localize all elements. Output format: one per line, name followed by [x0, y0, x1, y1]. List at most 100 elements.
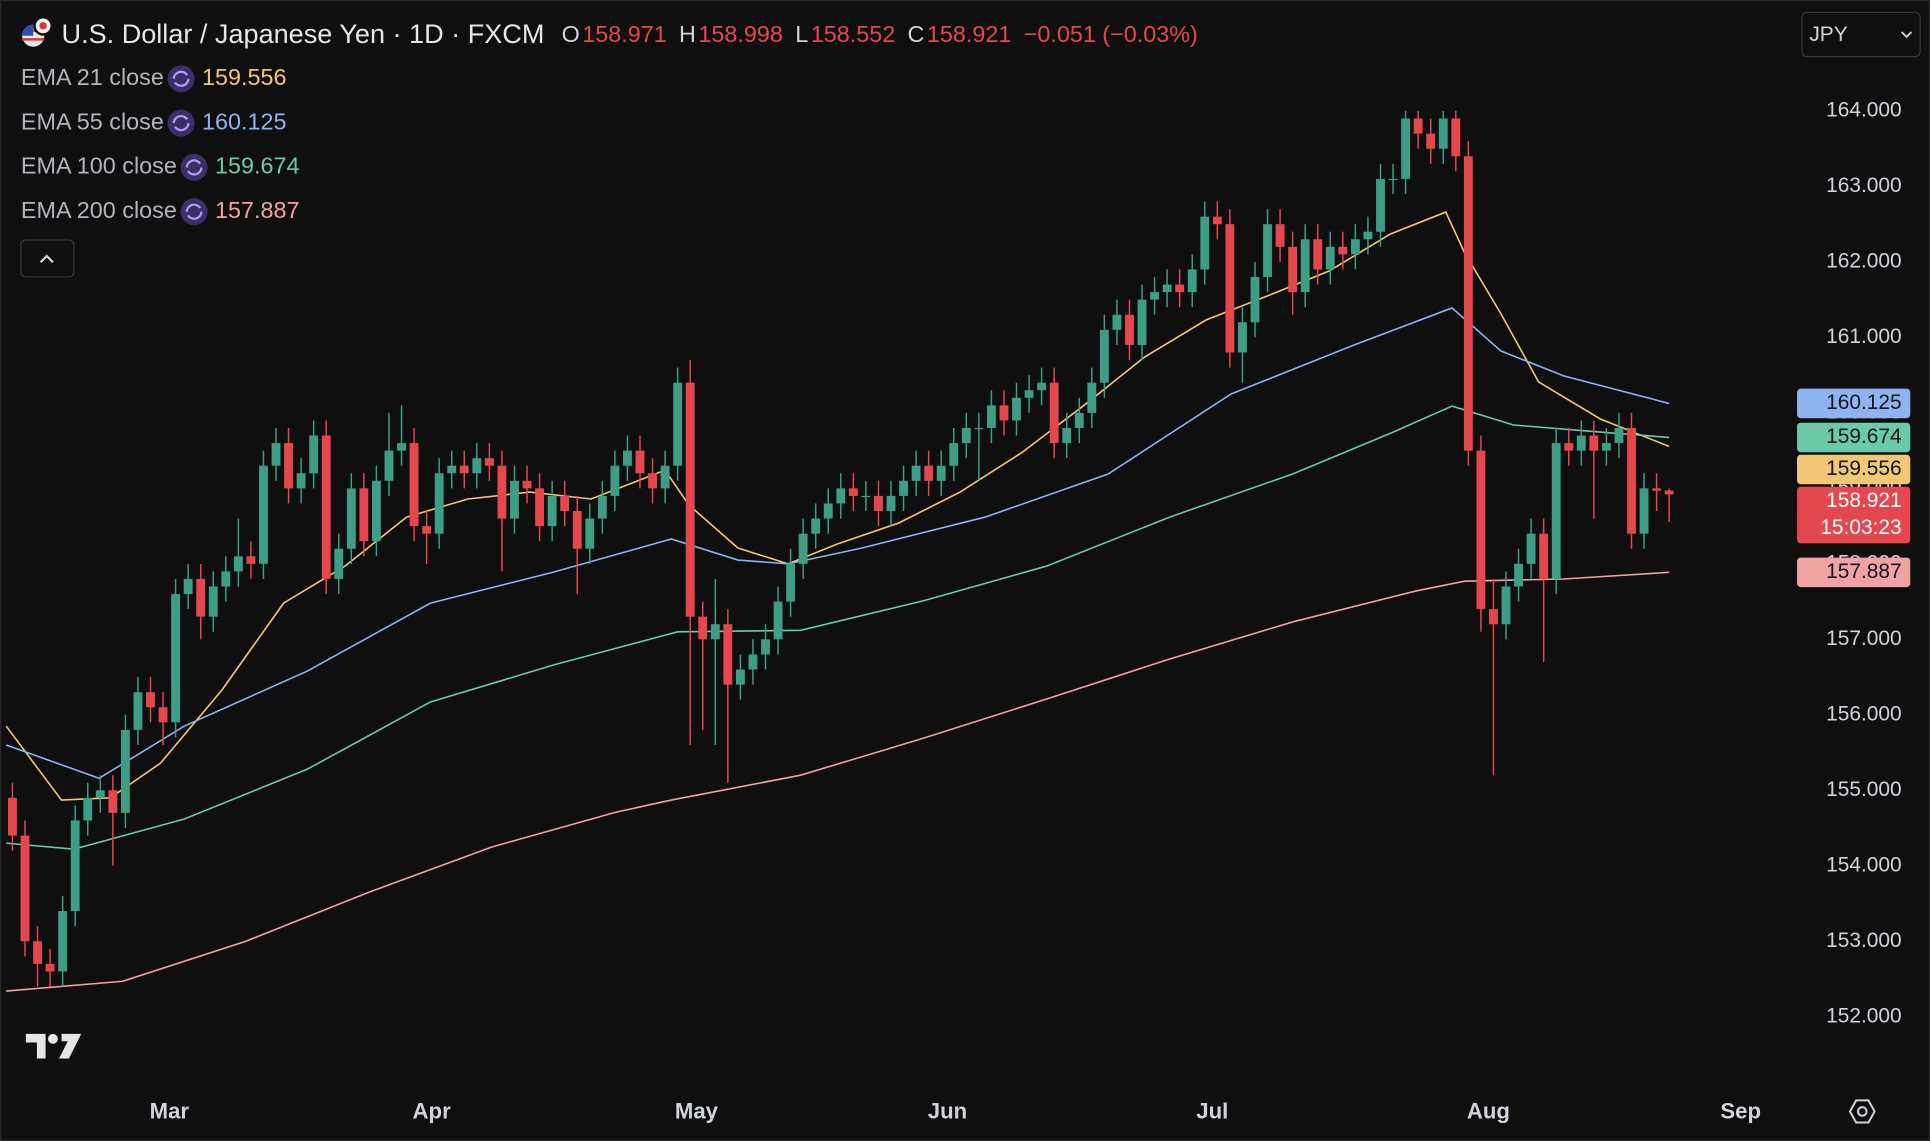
legend-icon: [167, 65, 195, 93]
candle-body: [748, 654, 758, 670]
candle-body: [648, 473, 657, 489]
price-badge: [1797, 422, 1911, 453]
candle-body: [1438, 118, 1448, 149]
candle-body: [660, 465, 670, 489]
candle-body: [1099, 329, 1109, 383]
candle-body: [284, 443, 293, 489]
candle-body: [786, 563, 796, 602]
candle-body: [484, 458, 494, 466]
candle-body: [899, 480, 908, 496]
candle-body: [296, 473, 306, 489]
candle-body: [196, 578, 206, 617]
candle-body: [848, 488, 858, 496]
collapse-button[interactable]: [20, 239, 75, 278]
candle-body: [1589, 435, 1599, 451]
candle-body: [171, 594, 181, 723]
candle-body: [1125, 314, 1134, 345]
candle-body: [1350, 239, 1360, 255]
candle-body: [158, 707, 168, 723]
candle-body: [95, 790, 105, 798]
plot-area: [5, 110, 1674, 992]
candle-body: [1401, 118, 1411, 179]
candle-body: [1162, 284, 1172, 293]
y-tick-label: 154.000: [1826, 853, 1902, 876]
price-badge: [1797, 486, 1911, 544]
candle-body: [1300, 239, 1310, 293]
price-badge: [1797, 388, 1911, 419]
x-tick-label: Aug: [1467, 1099, 1510, 1124]
ohlc-value: 158.921: [927, 21, 1012, 47]
candle-body: [1313, 239, 1323, 270]
ohlc-label: L: [795, 21, 808, 47]
candle-body: [1024, 390, 1034, 398]
currency-selector[interactable]: JPY: [1801, 11, 1921, 58]
y-tick-label: 157.000: [1826, 627, 1902, 650]
candle-body: [522, 480, 532, 489]
candle-body: [146, 692, 155, 708]
candle-body: [83, 797, 93, 821]
candle-body: [472, 458, 482, 474]
candle-body: [1049, 382, 1059, 444]
y-tick-label: 162.000: [1826, 249, 1902, 272]
candle-body: [798, 533, 808, 564]
candle-body: [1526, 533, 1536, 564]
candle-body: [773, 601, 783, 640]
candle-body: [20, 835, 30, 942]
candle-body: [974, 427, 984, 430]
candle-body: [183, 578, 193, 595]
candle-body: [1551, 443, 1561, 579]
candle-body: [1564, 443, 1574, 451]
y-tick-label: 161.000: [1826, 325, 1902, 348]
candle-body: [397, 443, 406, 451]
candle-body: [70, 820, 80, 912]
candle-body: [108, 790, 118, 813]
candle-body: [1237, 322, 1247, 353]
candle-body: [246, 556, 256, 564]
candle-body: [623, 450, 632, 466]
candle-body: [1664, 490, 1674, 495]
candle-body: [723, 624, 733, 685]
price-badge-label: 159.674: [1826, 425, 1902, 448]
candle-body: [1263, 224, 1272, 278]
legend-icon-arrows: [172, 115, 190, 132]
candle-body: [547, 495, 557, 527]
candle-body: [911, 465, 921, 481]
candle-body: [459, 465, 469, 474]
x-tick-label: Sep: [1720, 1099, 1761, 1124]
legend-icon: [167, 109, 195, 137]
x-tick-label: Mar: [150, 1099, 190, 1124]
legend-value: 157.887: [215, 197, 299, 223]
candle-body: [874, 495, 883, 512]
candle-body: [1413, 118, 1423, 134]
ohlc-label: H: [679, 21, 696, 47]
x-tick-label: Jul: [1196, 1099, 1228, 1124]
candle-body: [1476, 450, 1486, 610]
legend-name: EMA 21 close: [21, 64, 164, 90]
candle-body: [1426, 133, 1436, 149]
legend-value: 160.125: [202, 108, 286, 134]
countdown-label: 15:03:23: [1820, 516, 1901, 539]
currency-label[interactable]: JPY: [1809, 23, 1847, 46]
candle-body: [1325, 246, 1335, 270]
candle-body: [1338, 246, 1348, 255]
candle-body: [133, 692, 143, 730]
x-tick-label: Jun: [928, 1099, 967, 1124]
candle-body: [986, 405, 996, 428]
candle-body: [120, 729, 130, 813]
candle-body: [346, 488, 356, 549]
candle-body: [924, 465, 934, 481]
candle-body: [735, 669, 745, 685]
candle-body: [761, 639, 770, 655]
price-badge-label: 160.125: [1826, 391, 1902, 414]
candle-body: [8, 797, 17, 836]
candle-body: [1463, 156, 1473, 451]
candle-body: [1225, 224, 1235, 353]
candle-body: [1501, 586, 1511, 625]
candle-body: [936, 465, 946, 481]
settings-icon[interactable]: [1848, 1099, 1876, 1124]
candle-body: [208, 586, 218, 617]
candle-body: [1137, 299, 1147, 345]
y-tick-label: 155.000: [1826, 778, 1902, 801]
ohlc-value: 158.552: [811, 21, 896, 47]
